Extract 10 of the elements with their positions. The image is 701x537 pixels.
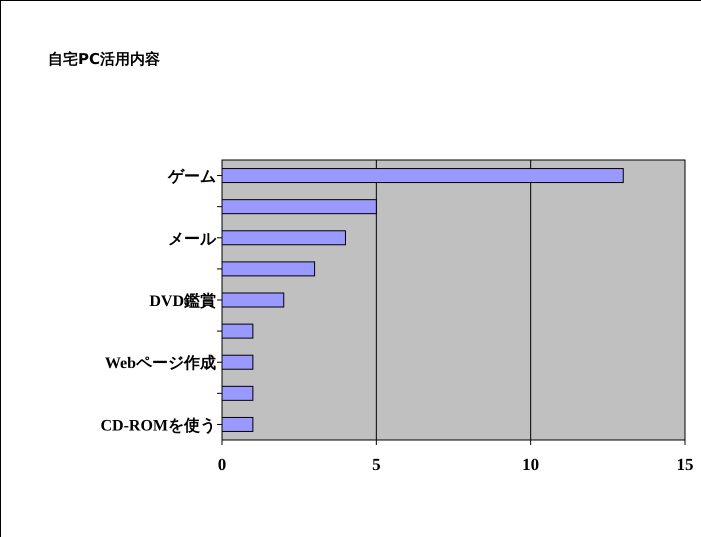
y-tick-label: DVD鑑賞	[149, 292, 216, 310]
chart-title: 自宅PC活用内容	[48, 50, 160, 68]
x-tick-label: 0	[218, 455, 226, 474]
y-tick-label: メール	[168, 230, 217, 248]
x-tick-label: 5	[372, 455, 381, 474]
x-tick-label: 10	[522, 455, 540, 474]
x-tick-label: 15	[676, 455, 694, 474]
y-tick-label: CD-ROMを使う	[100, 416, 216, 434]
y-tick-label: Webページ作成	[104, 354, 216, 372]
y-tick-label: ゲーム	[167, 168, 216, 186]
